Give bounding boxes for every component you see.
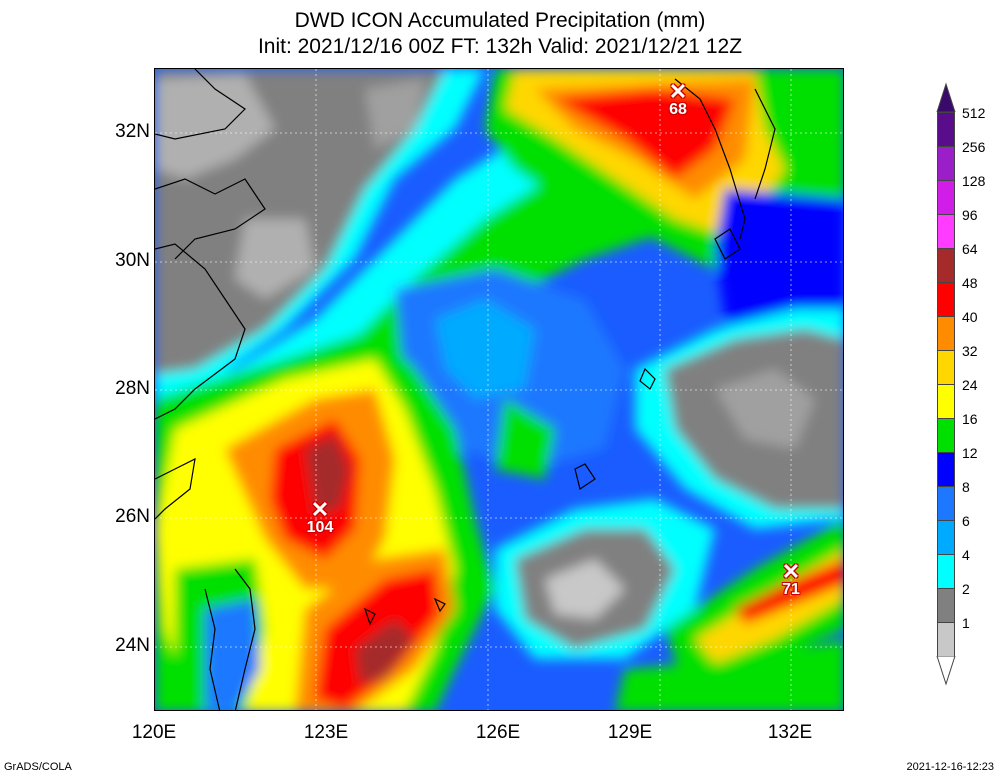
legend-top-arrow-icon [936, 82, 956, 112]
legend-color-box [937, 146, 955, 180]
x-mark-icon: ✕ [781, 559, 801, 584]
precipitation-svg [155, 69, 843, 710]
generation-timestamp: 2021-12-16-12:23 [906, 761, 994, 773]
legend-level-label: 128 [962, 173, 986, 189]
legend-level-label: 24 [962, 377, 978, 393]
legend-level-label: 40 [962, 309, 978, 325]
lat-label: 32N [115, 121, 150, 142]
lon-label: 132E [767, 722, 813, 743]
map-title: DWD ICON Accumulated Precipitation (mm) [294, 9, 706, 32]
legend-bottom-arrow-icon [936, 656, 956, 686]
legend-level-label: 96 [962, 207, 978, 223]
legend-level-label: 8 [962, 479, 970, 495]
maximum-marker: ✕ 71 [771, 559, 811, 598]
legend-level-label: 12 [962, 445, 978, 461]
lon-label: 120E [131, 722, 177, 743]
legend-level-label: 256 [962, 139, 986, 155]
lat-label: 26N [115, 506, 150, 527]
legend-color-box [937, 588, 955, 622]
color-legend: 512 256 128 96 64 48 40 32 24 16 12 8 6 4 2 1 [934, 82, 996, 690]
legend-level-label: 512 [962, 105, 986, 121]
maximum-value: 104 [306, 519, 334, 536]
legend-level-label: 2 [962, 581, 970, 597]
legend-color-box [937, 452, 955, 486]
legend-color-box [937, 520, 955, 554]
legend-color-box [937, 214, 955, 248]
legend-level-label: 6 [962, 513, 970, 529]
legend-color-box [937, 316, 955, 350]
legend-level-label: 16 [962, 411, 978, 427]
maximum-value: 71 [782, 581, 800, 598]
legend-level-label: 64 [962, 241, 978, 257]
coastlines [155, 69, 776, 710]
legend-level-label: 48 [962, 275, 978, 291]
maximum-marker: ✕ 104 [300, 497, 340, 536]
lon-label: 129E [607, 722, 653, 743]
legend-color-box [937, 180, 955, 214]
legend-color-box [937, 418, 955, 452]
legend-color-box [937, 622, 955, 656]
lon-label: 126E [475, 722, 521, 743]
lat-label: 24N [115, 635, 150, 656]
legend-color-box [937, 486, 955, 520]
legend-color-box [937, 112, 955, 146]
legend-level-label: 4 [962, 547, 970, 563]
precipitation-field [154, 68, 844, 711]
x-mark-icon: ✕ [310, 497, 330, 522]
legend-level-label: 32 [962, 343, 978, 359]
lat-label: 30N [115, 250, 150, 271]
legend-color-box [937, 384, 955, 418]
maximum-marker: ✕ 68 [658, 79, 698, 118]
legend-color-box [937, 248, 955, 282]
graticule [155, 69, 843, 710]
maximum-value: 68 [669, 101, 687, 118]
x-mark-icon: ✕ [668, 79, 688, 104]
legend-level-label: 1 [962, 615, 970, 631]
legend-color-box [937, 350, 955, 384]
lat-label: 28N [115, 378, 150, 399]
legend-color-box [937, 282, 955, 316]
precip-shading [155, 69, 843, 710]
software-credit: GrADS/COLA [4, 761, 72, 773]
map-subtitle: Init: 2021/12/16 00Z FT: 132h Valid: 202… [257, 35, 743, 58]
legend-color-box [937, 554, 955, 588]
lon-label: 123E [303, 722, 349, 743]
